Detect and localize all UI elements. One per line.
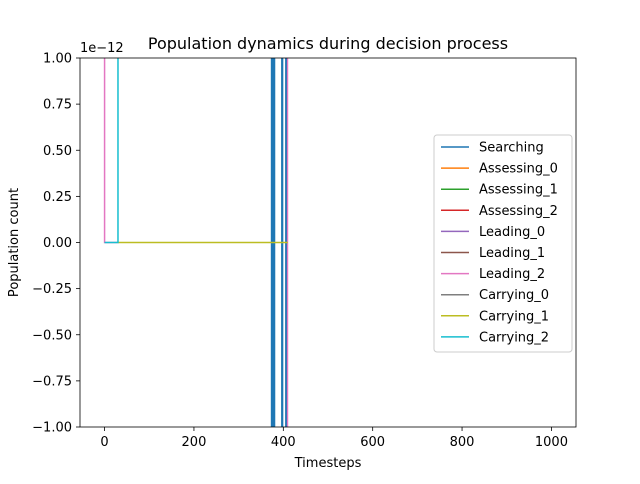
legend: Searching Assessing_0 Assessing_1 Assessing… bbox=[433, 134, 573, 353]
axes-layer: 0 200 400 600 800 1000 −1.00 −0.75 −0.50 −0.25 0.0… bbox=[32, 52, 577, 450]
x-tick-label: 1000 bbox=[535, 435, 568, 450]
y-tick-label: 1.00 bbox=[43, 52, 72, 67]
x-tick-label: 200 bbox=[182, 435, 207, 450]
x-tick-label: 800 bbox=[450, 435, 475, 450]
legend-label-carrying-0: Carrying_0 bbox=[479, 288, 549, 303]
legend-label-leading-0: Leading_0 bbox=[479, 225, 545, 240]
x-tick-label: 600 bbox=[360, 435, 385, 450]
legend-label-leading-1: Leading_1 bbox=[479, 246, 545, 261]
legend-label-searching: Searching bbox=[479, 141, 544, 156]
x-axis-label: Timesteps bbox=[294, 456, 362, 471]
series-carrying-2-line-0 bbox=[104, 58, 119, 244]
legend-label-assessing-2: Assessing_2 bbox=[479, 204, 558, 219]
legend-label-assessing-1: Assessing_1 bbox=[479, 183, 558, 198]
y-tick-label: 0.00 bbox=[43, 236, 72, 251]
x-tick-label: 400 bbox=[271, 435, 296, 450]
x-tick-label: 0 bbox=[100, 435, 108, 450]
legend-label-carrying-2: Carrying_2 bbox=[479, 330, 549, 345]
y-tick-label: 0.75 bbox=[43, 98, 72, 113]
chart-title: Population dynamics during decision proc… bbox=[148, 34, 508, 53]
legend-label-leading-2: Leading_2 bbox=[479, 267, 545, 282]
legend-label-carrying-1: Carrying_1 bbox=[479, 309, 549, 324]
data-layer bbox=[103, 58, 289, 427]
y-tick-label: −0.50 bbox=[32, 328, 72, 343]
y-tick-label: 0.50 bbox=[43, 144, 72, 159]
y-offset-label: 1e−12 bbox=[80, 41, 124, 56]
legend-label-assessing-0: Assessing_0 bbox=[479, 162, 558, 177]
y-axis-label: Population count bbox=[7, 188, 22, 297]
y-tick-label: −0.75 bbox=[32, 374, 72, 389]
y-tick-label: 0.25 bbox=[43, 190, 72, 205]
y-tick-label: −1.00 bbox=[32, 421, 72, 436]
y-tick-label: −0.25 bbox=[32, 282, 72, 297]
